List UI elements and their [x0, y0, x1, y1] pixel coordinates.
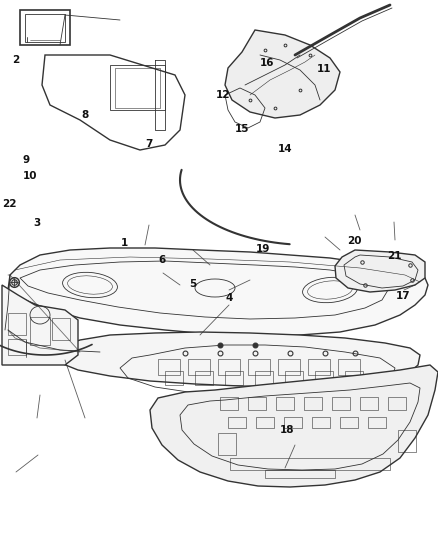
Bar — [284, 417, 302, 428]
Bar — [248, 397, 266, 410]
Bar — [188, 359, 210, 375]
Text: 11: 11 — [317, 64, 332, 74]
Bar — [285, 371, 303, 385]
Bar — [338, 359, 360, 375]
Bar — [30, 317, 50, 345]
Bar — [276, 397, 294, 410]
Bar — [340, 417, 358, 428]
Bar — [312, 417, 330, 428]
Bar — [278, 359, 300, 375]
Text: 9: 9 — [23, 155, 30, 165]
Bar — [255, 371, 273, 385]
Polygon shape — [8, 248, 428, 336]
Polygon shape — [52, 332, 420, 387]
Bar — [388, 397, 406, 410]
Bar — [228, 417, 246, 428]
Text: 7: 7 — [145, 139, 152, 149]
Text: 22: 22 — [2, 199, 17, 208]
Polygon shape — [2, 285, 78, 365]
Text: 19: 19 — [256, 245, 270, 254]
Bar — [304, 397, 322, 410]
Text: 6: 6 — [159, 255, 166, 265]
Bar — [220, 397, 238, 410]
Bar — [230, 458, 390, 470]
Bar — [315, 371, 333, 385]
Bar — [115, 68, 160, 108]
Bar — [25, 14, 65, 42]
Bar — [20, 10, 70, 45]
Text: 8: 8 — [82, 110, 89, 120]
Text: 21: 21 — [387, 251, 402, 261]
Bar — [158, 359, 180, 375]
Bar — [360, 397, 378, 410]
Bar — [345, 371, 363, 385]
Bar — [218, 433, 236, 455]
Text: 2: 2 — [13, 55, 20, 65]
Text: 12: 12 — [216, 90, 231, 100]
Bar — [256, 417, 274, 428]
Bar — [218, 359, 240, 375]
Bar — [332, 397, 350, 410]
Bar — [52, 318, 70, 340]
Text: 3: 3 — [34, 218, 41, 228]
Text: 14: 14 — [277, 144, 292, 154]
Text: 17: 17 — [396, 291, 410, 301]
Bar — [308, 359, 330, 375]
Bar — [195, 371, 213, 385]
Text: 10: 10 — [22, 171, 37, 181]
Bar — [368, 417, 386, 428]
Text: 4: 4 — [226, 294, 233, 303]
Text: 20: 20 — [347, 236, 362, 246]
Bar — [265, 470, 335, 478]
Bar — [248, 359, 270, 375]
Bar — [110, 65, 165, 110]
Bar — [8, 339, 26, 355]
Text: 5: 5 — [189, 279, 196, 288]
Polygon shape — [225, 30, 340, 118]
Bar — [225, 371, 243, 385]
Text: 15: 15 — [235, 124, 250, 134]
Text: 18: 18 — [279, 425, 294, 435]
Text: 1: 1 — [121, 238, 128, 247]
Polygon shape — [335, 250, 425, 292]
Polygon shape — [150, 365, 438, 487]
Bar — [8, 313, 26, 335]
Bar — [398, 430, 416, 452]
Bar — [165, 371, 183, 385]
Text: 16: 16 — [260, 58, 275, 68]
